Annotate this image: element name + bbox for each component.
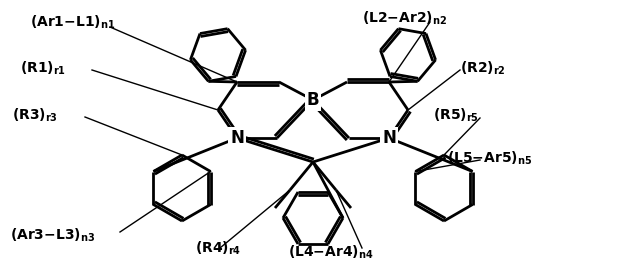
Text: N: N: [230, 129, 244, 147]
Text: (R4)$_\mathbf{r4}$: (R4)$_\mathbf{r4}$: [195, 239, 241, 257]
Text: (L2−Ar2)$_\mathbf{n2}$: (L2−Ar2)$_\mathbf{n2}$: [362, 9, 447, 27]
Text: (R2)$_\mathbf{r2}$: (R2)$_\mathbf{r2}$: [460, 59, 506, 77]
Text: (Ar3−L3)$_\mathbf{n3}$: (Ar3−L3)$_\mathbf{n3}$: [10, 226, 95, 244]
Text: B: B: [307, 91, 319, 109]
Text: (R1)$_\mathbf{r1}$: (R1)$_\mathbf{r1}$: [20, 59, 66, 77]
Text: (R3)$_\mathbf{r3}$: (R3)$_\mathbf{r3}$: [12, 106, 58, 124]
Text: (R5)$_\mathbf{r5}$: (R5)$_\mathbf{r5}$: [433, 106, 479, 124]
Text: (Ar1−L1)$_\mathbf{n1}$: (Ar1−L1)$_\mathbf{n1}$: [30, 13, 115, 31]
Text: N: N: [382, 129, 396, 147]
Text: (L4−Ar4)$_\mathbf{n4}$: (L4−Ar4)$_\mathbf{n4}$: [288, 243, 373, 261]
Text: (L5−Ar5)$_\mathbf{n5}$: (L5−Ar5)$_\mathbf{n5}$: [447, 149, 532, 167]
